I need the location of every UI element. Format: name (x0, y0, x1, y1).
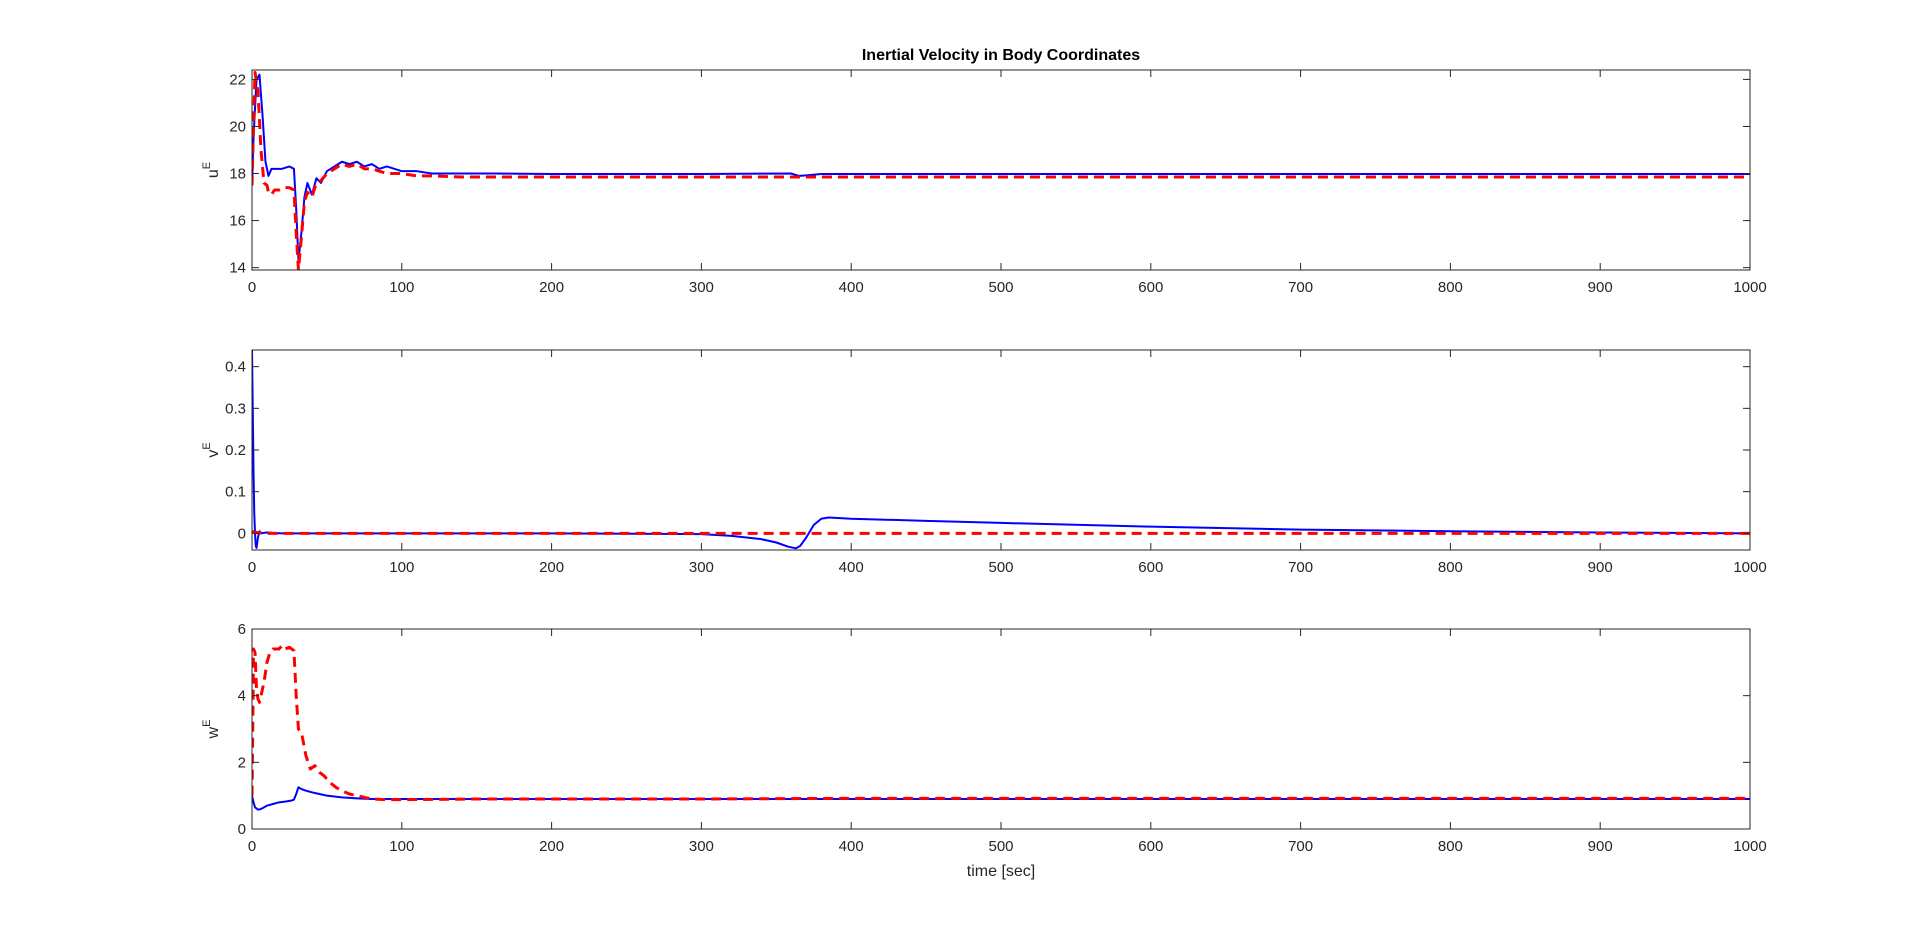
y-axis-label: uE (201, 162, 222, 178)
x-tick-label: 700 (1288, 279, 1313, 296)
series-group (252, 644, 1750, 811)
y-tick-label: 0.2 (225, 442, 246, 459)
x-tick-label: 100 (389, 838, 414, 855)
x-tick-label: 900 (1588, 279, 1613, 296)
x-tick-label: 300 (689, 838, 714, 855)
y-axis-label: wE (201, 720, 222, 740)
x-tick-label: 1000 (1733, 838, 1766, 855)
y-axis-label-base: w (205, 726, 222, 739)
x-tick-label: 0 (248, 838, 256, 855)
x-tick-label: 500 (988, 838, 1013, 855)
x-tick-label: 700 (1288, 838, 1313, 855)
x-tick-label: 200 (539, 838, 564, 855)
x-tick-label: 600 (1138, 279, 1163, 296)
x-tick-label: 900 (1588, 559, 1613, 576)
y-tick-label: 0.3 (225, 400, 246, 417)
x-tick-label: 300 (689, 559, 714, 576)
x-tick-label: 500 (988, 559, 1013, 576)
x-axis-label: time [sec] (967, 863, 1035, 880)
x-tick-label: 600 (1138, 559, 1163, 576)
subplots: 0 100 200 300 400 500 600 700 800 900 100014161820… (201, 47, 1767, 880)
y-tick-label: 0 (238, 821, 246, 838)
series-line-red-dashed (252, 530, 1750, 535)
y-tick-label: 20 (229, 118, 246, 135)
y-tick-label: 4 (238, 688, 246, 705)
y-tick-label: 22 (229, 71, 246, 88)
y-tick-label: 16 (229, 213, 246, 230)
y-tick-label: 0.1 (225, 484, 246, 501)
x-tick-label: 200 (539, 559, 564, 576)
x-tick-label: 1000 (1733, 559, 1766, 576)
x-tick-label: 600 (1138, 838, 1163, 855)
series-group (252, 350, 1750, 550)
x-tick-label: 800 (1438, 279, 1463, 296)
x-tick-label: 300 (689, 279, 714, 296)
x-tick-label: 800 (1438, 559, 1463, 576)
series-line-blue-solid (252, 350, 1750, 550)
x-tick-label: 500 (988, 279, 1013, 296)
x-tick-label: 400 (839, 838, 864, 855)
y-axis-label-superscript: E (201, 720, 213, 727)
x-tick-label: 400 (839, 279, 864, 296)
x-tick-label: 400 (839, 559, 864, 576)
x-tick-label: 100 (389, 279, 414, 296)
chart-title: Inertial Velocity in Body Coordinates (862, 47, 1140, 64)
series-group (252, 70, 1750, 270)
y-tick-label: 0 (238, 525, 246, 542)
x-tick-label: 900 (1588, 838, 1613, 855)
subplot-2: 0 100 200 300 400 500 600 700 800 900 1000 0 0.1 0.2 0… (201, 349, 1767, 576)
y-axis-label-base: u (205, 169, 222, 178)
x-tick-label: 800 (1438, 838, 1463, 855)
y-axis-label-superscript: E (201, 442, 213, 449)
subplot-1: 0 100 200 300 400 500 600 700 800 900 1000 14 16 18 20… (201, 47, 1767, 296)
y-axis-label: vE (201, 442, 222, 457)
x-tick-label: 0 (248, 279, 256, 296)
series-line-red-dashed (252, 644, 1750, 802)
x-tick-label: 1000 (1733, 279, 1766, 296)
x-tick-label: 0 (248, 559, 256, 576)
y-tick-label: 14 (229, 260, 246, 277)
series-line-red-dashed (252, 70, 1750, 270)
y-axis-label-base: v (205, 450, 222, 458)
x-tick-label: 100 (389, 559, 414, 576)
y-tick-label: 6 (238, 621, 246, 638)
x-tick-label: 200 (539, 279, 564, 296)
y-tick-label: 2 (238, 754, 246, 771)
series-line-blue-solid (252, 73, 1750, 262)
x-tick-label: 700 (1288, 559, 1313, 576)
y-tick-label: 0.4 (225, 359, 246, 376)
y-tick-label: 18 (229, 166, 246, 183)
y-axis-label-superscript: E (201, 162, 213, 169)
subplot-3: 0 100 200 300 400 500 600 700 800 900 10000246wEti… (201, 621, 1767, 880)
